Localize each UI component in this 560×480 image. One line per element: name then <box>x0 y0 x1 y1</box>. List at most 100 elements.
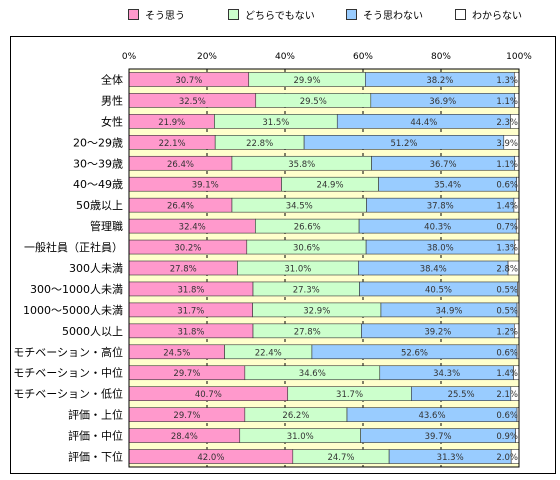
data-label: 31.5% <box>262 118 289 128</box>
legend-item: わからない <box>455 8 522 22</box>
x-tick-label: 0% <box>122 52 137 62</box>
category-label: 管理職 <box>90 219 123 233</box>
category-label: 男性 <box>101 93 123 107</box>
data-label: 0.6% <box>496 348 518 358</box>
data-label: 1.4% <box>496 369 518 379</box>
data-label: 1.1% <box>496 97 518 107</box>
data-label: 34.6% <box>299 369 326 379</box>
plot-border <box>128 68 520 468</box>
data-label: 34.9% <box>435 306 462 316</box>
category-label: 30～39歳 <box>73 157 123 170</box>
data-label: 26.4% <box>167 202 194 212</box>
data-label: 30.6% <box>293 244 320 254</box>
legend-swatch <box>455 8 466 20</box>
category-label: 1000～5000人未満 <box>23 304 123 317</box>
data-label: 40.5% <box>425 285 452 295</box>
chart-frame: 0% 20% 40% 60% 80% 100% 全体 30.7% 29.9% 38.2% 1.3% 男… <box>10 36 556 474</box>
data-label: 40.7% <box>195 390 222 400</box>
legend-swatch <box>346 8 357 20</box>
data-label: 36.7% <box>430 160 457 170</box>
data-label: 31.0% <box>287 432 314 442</box>
legend-swatch <box>128 8 139 20</box>
x-tick-label: 80% <box>431 52 451 62</box>
category-label: 40～49歳 <box>73 178 123 191</box>
data-label: 31.8% <box>178 285 205 295</box>
data-label: 0.5% <box>496 285 518 295</box>
chart-legend: そう思う どちらでもない そう思わない わからない <box>0 0 560 28</box>
data-label: 31.0% <box>284 265 311 275</box>
data-label: 0.6% <box>496 181 518 191</box>
data-label: 2.3% <box>496 118 518 128</box>
data-label: 2.1% <box>496 390 518 400</box>
data-label: 27.8% <box>170 265 197 275</box>
data-label: 26.6% <box>294 223 321 233</box>
data-label: 31.8% <box>178 327 205 337</box>
data-label: 29.5% <box>300 97 327 107</box>
category-label: 5000人以上 <box>62 325 123 338</box>
data-label: 31.3% <box>437 453 464 463</box>
data-label: 24.7% <box>327 453 354 463</box>
legend-label: どちらでもない <box>245 10 315 22</box>
data-label: 32.5% <box>179 97 206 107</box>
data-label: 0.9% <box>496 432 518 442</box>
data-label: 29.7% <box>173 411 200 421</box>
data-label: 22.4% <box>255 348 282 358</box>
data-label: 32.9% <box>303 306 330 316</box>
data-label: 27.3% <box>293 285 320 295</box>
category-label: 一般社員（正社員） <box>24 240 123 254</box>
data-label: 35.8% <box>288 160 315 170</box>
category-label: 20～29歳 <box>73 136 123 149</box>
data-label: 1.3% <box>496 76 518 86</box>
category-label: モチベーション・中位 <box>13 366 123 380</box>
data-label: 0.7% <box>496 223 518 233</box>
data-label: 21.9% <box>158 118 185 128</box>
data-label: 1.2% <box>496 327 518 337</box>
data-label: 22.1% <box>159 139 186 149</box>
data-label: 1.1% <box>496 160 518 170</box>
data-label: 26.4% <box>167 160 194 170</box>
category-label: 評価・中位 <box>68 429 123 443</box>
legend-label: そう思わない <box>363 10 423 22</box>
data-label: 43.6% <box>419 411 446 421</box>
data-label: 42.0% <box>197 453 224 463</box>
data-label: 1.4% <box>496 202 518 212</box>
data-label: 40.3% <box>424 223 451 233</box>
data-label: 27.8% <box>294 327 321 337</box>
data-label: 2.0% <box>496 453 518 463</box>
data-label: 29.7% <box>173 369 200 379</box>
x-tick-label: 100% <box>506 52 532 62</box>
x-tick-label: 60% <box>353 52 373 62</box>
category-label: 全体 <box>101 72 123 86</box>
data-label: 28.4% <box>171 432 198 442</box>
data-label: 37.8% <box>427 202 454 212</box>
data-label: 52.6% <box>401 348 428 358</box>
data-label: 34.3% <box>433 369 460 379</box>
data-label: 30.2% <box>174 244 201 254</box>
data-label: 30.7% <box>175 76 202 86</box>
data-label: 22.8% <box>246 139 273 149</box>
legend-swatch <box>228 8 239 20</box>
data-label: 24.5% <box>163 348 190 358</box>
data-label: 32.4% <box>179 223 206 233</box>
legend-item: そう思わない <box>346 8 423 22</box>
category-label: 女性 <box>101 114 123 128</box>
data-label: 26.2% <box>282 411 309 421</box>
x-tick-label: 20% <box>197 52 217 62</box>
data-label: 0.5% <box>496 306 518 316</box>
data-label: 1.3% <box>496 244 518 254</box>
data-label: 36.9% <box>429 97 456 107</box>
legend-item: そう思う <box>128 8 185 22</box>
category-label: 評価・上位 <box>68 408 123 422</box>
legend-label: わからない <box>472 10 522 22</box>
data-label: 51.2% <box>390 139 417 149</box>
category-label: 50歳以上 <box>76 199 123 212</box>
data-label: 0.6% <box>496 411 518 421</box>
data-label: 29.9% <box>294 76 321 86</box>
data-label: 35.4% <box>434 181 461 191</box>
legend-label: そう思う <box>145 10 185 22</box>
data-label: 31.7% <box>177 306 204 316</box>
data-label: 25.5% <box>448 390 475 400</box>
x-tick-label: 40% <box>275 52 295 62</box>
data-label: 39.2% <box>424 327 451 337</box>
data-label: 38.0% <box>427 244 454 254</box>
